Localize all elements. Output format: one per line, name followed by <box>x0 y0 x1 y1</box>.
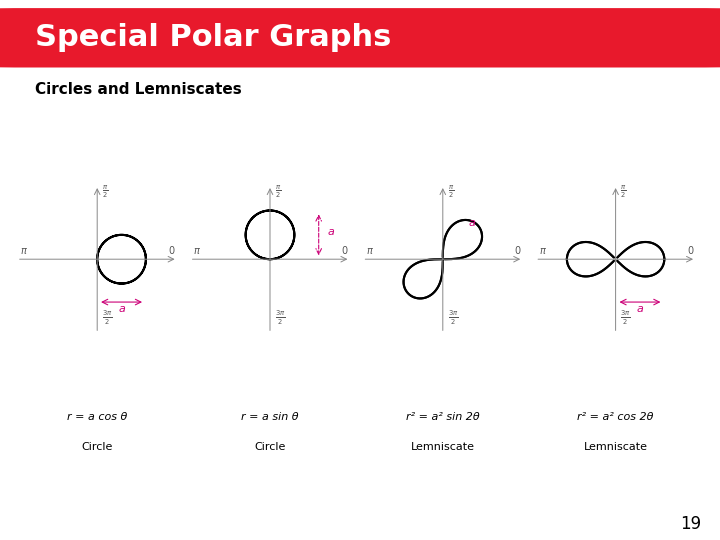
Text: $\frac{3\pi}{2}$: $\frac{3\pi}{2}$ <box>102 309 112 327</box>
Text: $\frac{\pi}{2}$: $\frac{\pi}{2}$ <box>275 183 282 200</box>
Text: Circles and Lemniscates: Circles and Lemniscates <box>35 82 242 97</box>
Text: $\pi$: $\pi$ <box>20 246 28 256</box>
Text: $a$: $a$ <box>468 218 476 228</box>
Text: 0: 0 <box>341 246 348 256</box>
Text: Lemniscate: Lemniscate <box>584 442 647 452</box>
Text: Lemniscate: Lemniscate <box>411 442 474 452</box>
Text: Circle: Circle <box>81 442 113 452</box>
Text: $\frac{3\pi}{2}$: $\frac{3\pi}{2}$ <box>275 309 285 327</box>
Text: r = a sin θ: r = a sin θ <box>241 413 299 422</box>
Text: 0: 0 <box>514 246 521 256</box>
Text: $a$: $a$ <box>328 227 336 237</box>
Text: $\frac{\pi}{2}$: $\frac{\pi}{2}$ <box>102 183 109 200</box>
Text: $\frac{3\pi}{2}$: $\frac{3\pi}{2}$ <box>448 309 458 327</box>
Text: 19: 19 <box>680 515 701 533</box>
Text: $\pi$: $\pi$ <box>193 246 201 256</box>
Text: 0: 0 <box>168 246 175 256</box>
Text: $\frac{\pi}{2}$: $\frac{\pi}{2}$ <box>448 183 454 200</box>
Text: $a$: $a$ <box>117 304 125 314</box>
FancyBboxPatch shape <box>0 8 720 68</box>
Text: Circle: Circle <box>254 442 286 452</box>
Text: r = a cos θ: r = a cos θ <box>67 413 127 422</box>
Text: r² = a² sin 2θ: r² = a² sin 2θ <box>406 413 480 422</box>
Text: Special Polar Graphs: Special Polar Graphs <box>35 23 392 52</box>
Text: $a$: $a$ <box>636 304 644 314</box>
Text: $\frac{3\pi}{2}$: $\frac{3\pi}{2}$ <box>621 309 631 327</box>
Text: $\pi$: $\pi$ <box>539 246 546 256</box>
Text: 0: 0 <box>687 246 693 256</box>
Text: r² = a² cos 2θ: r² = a² cos 2θ <box>577 413 654 422</box>
Text: $\pi$: $\pi$ <box>366 246 374 256</box>
Text: $\frac{\pi}{2}$: $\frac{\pi}{2}$ <box>621 183 627 200</box>
